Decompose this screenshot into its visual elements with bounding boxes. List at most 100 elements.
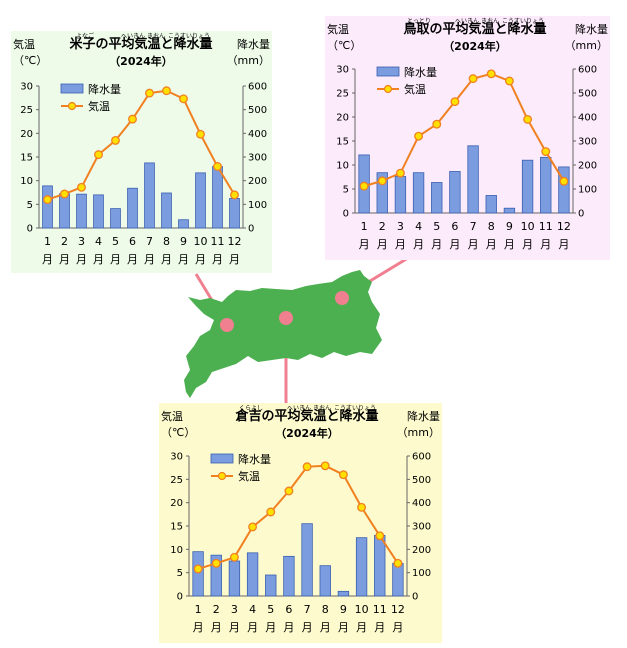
left-tick-label: 30: [20, 82, 33, 93]
temp-point: [94, 150, 103, 160]
legend-precip-label: 降水量: [88, 82, 121, 96]
month-suffix: 月: [540, 238, 551, 251]
month-number: 7: [304, 603, 311, 616]
precip-bar: [195, 172, 206, 229]
month-number: 6: [129, 235, 136, 248]
right-axis-unit: （mm）: [397, 426, 440, 439]
chart-panel-tottori: 鳥取の平均気温と降水量 とっとり へいきん きおん こうすいりょう （2024年） 気温 （…: [325, 16, 610, 260]
month-number: 5: [433, 220, 440, 233]
title-furigana-city: とっとり: [407, 18, 431, 25]
left-tick-label: 5: [27, 200, 33, 211]
month-suffix: 月: [320, 621, 331, 634]
month-suffix: 月: [468, 238, 479, 251]
title-furigana-kion: へいきん きおん: [287, 405, 331, 412]
left-tick-label: 10: [20, 176, 33, 187]
month-number: 3: [78, 235, 85, 248]
legend-temp-marker: [67, 101, 77, 111]
left-tick-label: 20: [170, 498, 183, 509]
precip-bar: [412, 172, 425, 214]
precip-bar: [127, 187, 138, 229]
right-axis-unit: （mm）: [565, 39, 608, 52]
left-tick-label: 25: [170, 475, 183, 486]
temp-point: [468, 74, 478, 84]
month-suffix: 月: [486, 238, 497, 251]
right-tick-label: 100: [248, 200, 267, 211]
temp-point: [523, 114, 533, 124]
temp-line: [197, 464, 399, 570]
month-suffix: 月: [127, 253, 138, 266]
chart-title: 鳥取の平均気温と降水量: [403, 21, 546, 37]
precip-bar: [192, 551, 204, 597]
temp-point: [541, 147, 551, 157]
temp-point: [377, 176, 387, 186]
chart-title: 倉吉の平均気温と降水量: [234, 408, 378, 424]
month-suffix: 月: [229, 253, 240, 266]
title-furigana-city: くらよし: [239, 405, 263, 412]
temp-point: [432, 119, 442, 129]
precip-bar: [210, 554, 222, 597]
month-number: 11: [539, 220, 553, 233]
month-suffix: 月: [211, 621, 222, 634]
month-number: 9: [340, 603, 347, 616]
precip-bar: [540, 156, 552, 214]
month-number: 3: [231, 603, 238, 616]
left-tick-label: 10: [336, 161, 349, 172]
month-number: 10: [521, 220, 535, 233]
temp-point: [414, 131, 424, 141]
left-tick-label: 30: [170, 452, 183, 463]
month-suffix: 月: [144, 253, 155, 266]
left-axis-title: 気温: [13, 37, 35, 51]
month-suffix: 月: [359, 238, 370, 251]
precip-bar: [59, 193, 70, 229]
precip-bar: [42, 185, 53, 229]
month-suffix: 月: [413, 238, 424, 251]
title-furigana-kousui: こうすいりょう: [502, 18, 544, 25]
temp-point: [302, 462, 312, 472]
legend-temp-label: 気温: [404, 82, 426, 96]
temp-point: [375, 531, 385, 541]
left-tick-label: 0: [27, 224, 33, 235]
temp-point: [320, 461, 330, 471]
month-number: 10: [355, 603, 369, 616]
month-number: 10: [194, 235, 208, 248]
month-number: 1: [361, 220, 368, 233]
temp-point: [229, 552, 239, 562]
right-axis-unit: （mm）: [227, 54, 270, 67]
right-tick-label: 100: [412, 568, 431, 579]
right-tick-label: 200: [248, 176, 267, 187]
month-number: 4: [415, 220, 422, 233]
precip-bar: [110, 208, 121, 229]
precip-bar: [355, 537, 368, 597]
month-suffix: 月: [558, 238, 569, 251]
month-number: 6: [451, 220, 458, 233]
month-suffix: 月: [161, 253, 172, 266]
precip-bar: [301, 523, 313, 597]
month-suffix: 月: [93, 253, 104, 266]
chart-subtitle: （2024年）: [443, 39, 507, 53]
legend-temp-marker: [383, 84, 393, 94]
month-number: 12: [557, 220, 571, 233]
left-tick-label: 0: [343, 209, 349, 220]
right-tick-label: 200: [412, 545, 431, 556]
legend-temp-marker: [217, 471, 227, 481]
right-tick-label: 500: [578, 89, 597, 100]
precip-bar: [319, 565, 331, 597]
left-tick-label: 25: [336, 89, 349, 100]
temp-point: [393, 558, 403, 568]
title-furigana-kion: へいきん きおん: [455, 18, 499, 25]
left-tick-label: 15: [20, 153, 33, 164]
month-number: 1: [195, 603, 202, 616]
right-axis-title: 降水量: [575, 22, 608, 36]
month-suffix: 月: [302, 621, 313, 634]
precip-bar: [228, 560, 241, 597]
left-tick-label: 10: [170, 545, 183, 556]
month-number: 3: [397, 220, 404, 233]
precip-bar: [392, 562, 404, 597]
month-number: 7: [146, 235, 153, 248]
chart-panel-yonago: 米子の平均気温と降水量 よなご へいきん きおん こうすいりょう （2024年） 気温 （℃…: [11, 31, 272, 273]
left-axis-unit: （℃）: [13, 54, 47, 67]
month-number: 7: [470, 220, 477, 233]
month-number: 4: [95, 235, 102, 248]
month-number: 5: [112, 235, 119, 248]
